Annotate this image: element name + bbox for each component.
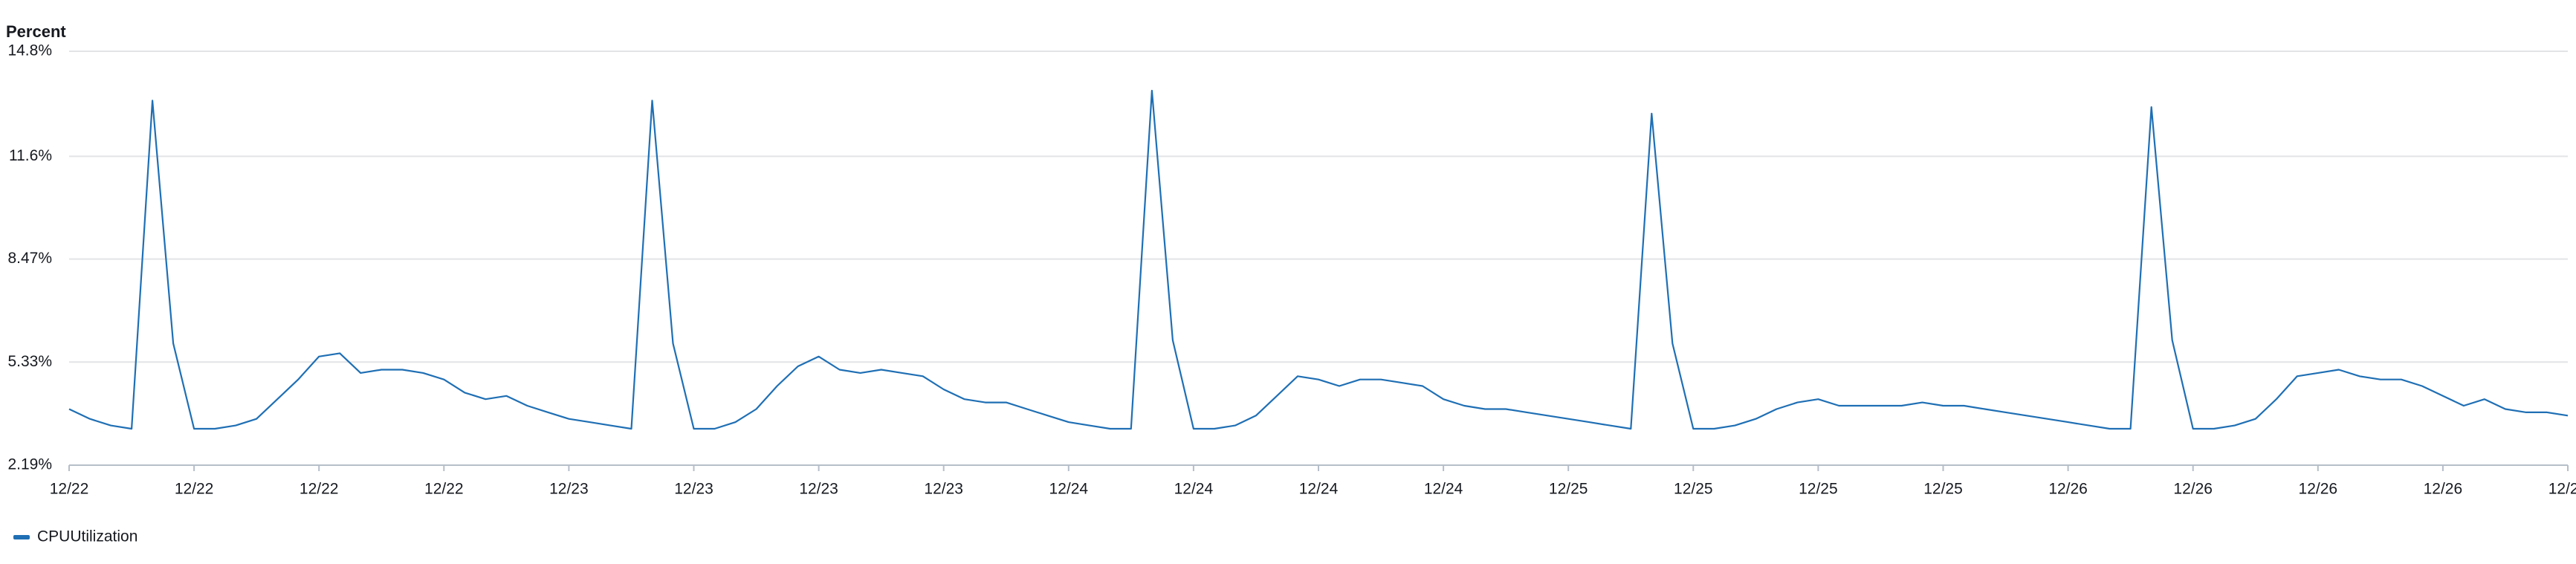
x-tick-label: 12/27 — [2549, 481, 2576, 498]
y-tick-label: 14.8% — [7, 42, 52, 59]
legend-label: CPUUtilization — [37, 528, 137, 545]
x-tick-label: 12/26 — [2173, 481, 2213, 498]
x-tick-label: 12/25 — [1923, 481, 1963, 498]
x-tick-label: 12/24 — [1424, 481, 1463, 498]
x-tick-label: 12/25 — [1799, 481, 1838, 498]
x-tick-label: 12/24 — [1299, 481, 1339, 498]
y-axis-label: Percent — [6, 22, 66, 41]
x-tick-label: 12/23 — [924, 481, 963, 498]
y-tick-label: 8.47% — [7, 250, 52, 267]
x-tick-label: 12/23 — [549, 481, 589, 498]
x-tick-label: 12/23 — [674, 481, 713, 498]
x-tick-label: 12/25 — [1674, 481, 1713, 498]
x-tick-label: 12/24 — [1174, 481, 1214, 498]
x-tick-label: 12/24 — [1049, 481, 1089, 498]
x-tick-label: 12/23 — [799, 481, 838, 498]
y-tick-label: 5.33% — [7, 353, 52, 370]
x-tick-label: 12/22 — [50, 481, 89, 498]
x-tick-label: 12/26 — [2048, 481, 2088, 498]
x-tick-label: 12/26 — [2299, 481, 2338, 498]
x-tick-label: 12/22 — [424, 481, 464, 498]
data-line — [68, 89, 2569, 430]
y-tick-label: 11.6% — [9, 147, 52, 164]
y-tick-label: 2.19% — [7, 456, 52, 473]
x-tick-label: 12/25 — [1549, 481, 1588, 498]
x-tick-label: 12/26 — [2424, 481, 2463, 498]
x-tick-label: 12/22 — [175, 481, 214, 498]
x-tick-label: 12/22 — [300, 481, 339, 498]
legend-swatch — [13, 535, 30, 539]
